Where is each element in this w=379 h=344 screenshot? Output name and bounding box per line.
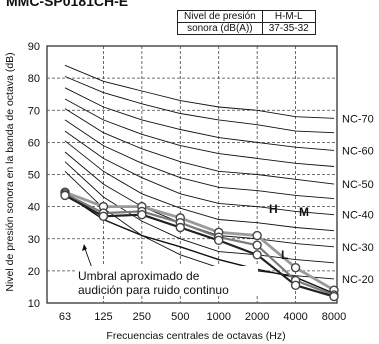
series-line <box>64 192 335 297</box>
y-tick-label: 90 <box>28 41 40 53</box>
series-labels: H M L <box>269 202 309 262</box>
annotation-background <box>76 266 258 296</box>
y-tick-label: 50 <box>28 170 40 182</box>
nc-curve-label: NC-50 <box>342 179 374 191</box>
table-value: 37-35-32 <box>261 22 316 35</box>
y-tick-label: 20 <box>28 266 40 278</box>
nc-curve-line <box>64 108 335 185</box>
x-tick-label: 1000 <box>206 311 230 323</box>
series-line <box>64 190 335 292</box>
x-tick-label: 63 <box>59 311 71 323</box>
x-tick-label: 2000 <box>245 311 269 323</box>
threshold-annotation-line2: audición para ruido continuo <box>78 283 229 297</box>
nc-curve-line <box>64 87 335 151</box>
x-axis-label: Frecuencias centrales de octavas (Hz) <box>106 330 285 342</box>
x-tick-label: 4000 <box>283 311 307 323</box>
y-tick-label: 70 <box>28 105 40 117</box>
nc-curve-line <box>64 98 335 167</box>
annotation-arrowhead <box>82 244 87 251</box>
nc-curve-label: NC-70 <box>342 113 374 125</box>
series-point <box>175 222 185 233</box>
nc-curve-line <box>64 130 335 216</box>
series-point <box>252 250 262 260</box>
y-tick-label: 80 <box>28 73 40 85</box>
y-tick-label: 10 <box>28 298 40 310</box>
series-point <box>329 291 339 302</box>
x-tick-label: 125 <box>94 311 112 323</box>
nc-curve-line <box>64 119 335 200</box>
y-tick-labels: 10 20 30 40 50 60 70 80 90 <box>28 41 40 310</box>
series-label: M <box>299 205 309 219</box>
series-label: H <box>269 202 278 216</box>
nc-curves: NC-70 NC-60 NC-50 NC-40 NC-30 NC-20 <box>64 64 374 286</box>
x-tick-label: 8000 <box>322 311 346 323</box>
y-tick-label: 60 <box>28 137 40 149</box>
series-point <box>137 209 147 220</box>
series-label: L <box>281 248 288 262</box>
annotation-leader <box>83 245 93 269</box>
x-tick-label: 250 <box>133 311 151 323</box>
y-tick-label: 40 <box>28 202 40 214</box>
nc-curve-label: NC-40 <box>342 210 374 222</box>
series-line <box>64 194 335 298</box>
series-point <box>98 211 109 221</box>
grid <box>47 46 337 303</box>
model-title: MMC-SP0181CH-E <box>6 0 129 9</box>
y-tick-label: 30 <box>28 234 40 246</box>
sound-pressure-table: Nivel de presión H-M-L sonora (dB(A)) 37… <box>177 10 316 35</box>
series-point <box>290 262 301 273</box>
x-tick-label: 500 <box>171 311 189 323</box>
series-point <box>290 280 301 291</box>
series-point <box>214 235 224 246</box>
x-tick-labels: 63 125 250 500 1000 2000 4000 8000 <box>59 311 346 323</box>
series-point <box>252 240 262 250</box>
nc-curve-label: NC-20 <box>342 274 374 286</box>
table-label-line2: sonora (dB(A)) <box>177 22 263 35</box>
nc-curve-line <box>64 64 335 119</box>
nc-curve-line <box>64 76 335 134</box>
threshold-annotation-line1: Umbral aproximado de <box>78 269 200 283</box>
y-axis-label: Nivel de presión sonora en la banda de o… <box>4 52 16 291</box>
series-point <box>252 230 262 241</box>
series-lines <box>60 187 339 302</box>
nc-curve-label: NC-30 <box>342 242 374 254</box>
nc-curve-line <box>64 140 335 232</box>
series-point <box>60 190 70 201</box>
nc-curve-label: NC-60 <box>342 145 374 157</box>
nc-curve-line <box>64 161 335 264</box>
